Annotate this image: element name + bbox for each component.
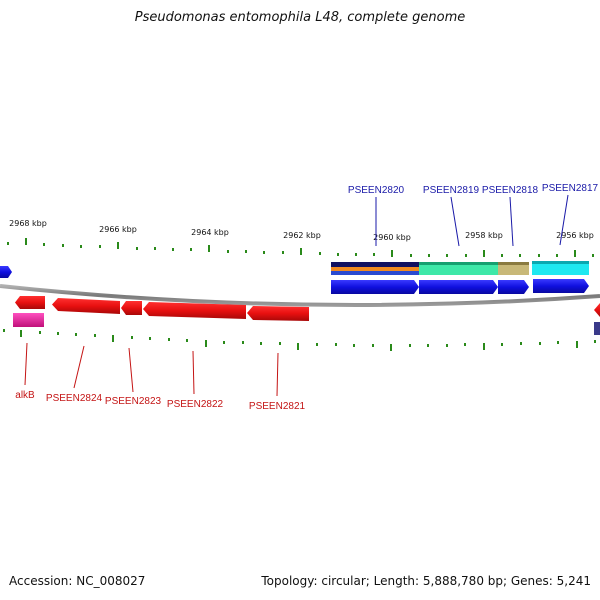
genome-backbone	[0, 284, 600, 307]
gene-label-bottom[interactable]: PSEEN2823	[105, 396, 162, 407]
feature-block[interactable]	[594, 322, 600, 335]
minus-strand-genes	[15, 296, 600, 321]
leader-line	[509, 196, 514, 247]
gene-arrow-minus[interactable]	[143, 302, 246, 319]
gene-arrow-minus[interactable]	[247, 306, 309, 321]
leader-line	[276, 352, 279, 397]
gene-label-bottom[interactable]: PSEEN2821	[249, 401, 306, 412]
leader-line	[128, 347, 134, 393]
gene-arrow-plus[interactable]	[0, 266, 12, 278]
gene-arrow-minus[interactable]	[52, 298, 120, 314]
feature-block[interactable]	[13, 313, 44, 327]
gene-label-top[interactable]: PSEEN2820	[348, 185, 405, 196]
feature-block[interactable]	[532, 261, 589, 264]
ruler-label: 2960 kbp	[373, 233, 411, 242]
gene-arrow-plus[interactable]	[533, 279, 589, 293]
gene-label-bottom[interactable]: PSEEN2822	[167, 399, 224, 410]
feature-block[interactable]	[331, 267, 419, 271]
gene-arrow-minus[interactable]	[121, 301, 142, 315]
upper-tick-track	[7, 238, 594, 257]
accession-text: Accession: NC_008027	[9, 574, 146, 588]
gene-label-top[interactable]: PSEEN2817	[542, 183, 599, 194]
gene-label-bottom[interactable]: PSEEN2824	[46, 393, 103, 404]
gene-arrow-plus[interactable]	[498, 280, 529, 294]
feature-block[interactable]	[331, 271, 419, 275]
feature-block[interactable]	[331, 262, 419, 267]
gene-label-top[interactable]: PSEEN2819	[423, 185, 480, 196]
genome-summary-text: Topology: circular; Length: 5,888,780 bp…	[261, 574, 591, 588]
ruler-label: 2966 kbp	[99, 225, 137, 234]
gene-arrow-plus[interactable]	[331, 280, 419, 294]
feature-block[interactable]	[498, 262, 529, 275]
ruler-label: 2964 kbp	[191, 228, 229, 237]
gene-label-top[interactable]: PSEEN2818	[482, 185, 539, 196]
leader-line	[192, 350, 195, 395]
plus-strand-genes	[331, 279, 589, 294]
ruler-label: 2968 kbp	[9, 219, 47, 228]
ruler-label: 2956 kbp	[556, 231, 594, 240]
leader-line	[450, 196, 460, 247]
gene-label-bottom[interactable]: alkB	[15, 390, 35, 401]
lower-tick-track	[3, 329, 596, 351]
feature-block[interactable]	[419, 262, 498, 275]
gene-arrow-minus[interactable]	[594, 303, 600, 317]
leader-line	[559, 194, 569, 246]
map-title: Pseudomonas entomophila L48, complete ge…	[134, 10, 466, 25]
feature-block[interactable]	[532, 261, 589, 275]
gene-arrow-minus[interactable]	[15, 296, 45, 309]
leader-line	[73, 345, 85, 389]
gene-arrow-plus[interactable]	[419, 280, 498, 294]
feature-block[interactable]	[498, 262, 529, 265]
feature-block[interactable]	[419, 262, 498, 265]
leader-line	[24, 342, 28, 386]
ruler-label: 2958 kbp	[465, 231, 503, 240]
ruler-label: 2962 kbp	[283, 231, 321, 240]
feature-track-upper	[331, 261, 589, 275]
